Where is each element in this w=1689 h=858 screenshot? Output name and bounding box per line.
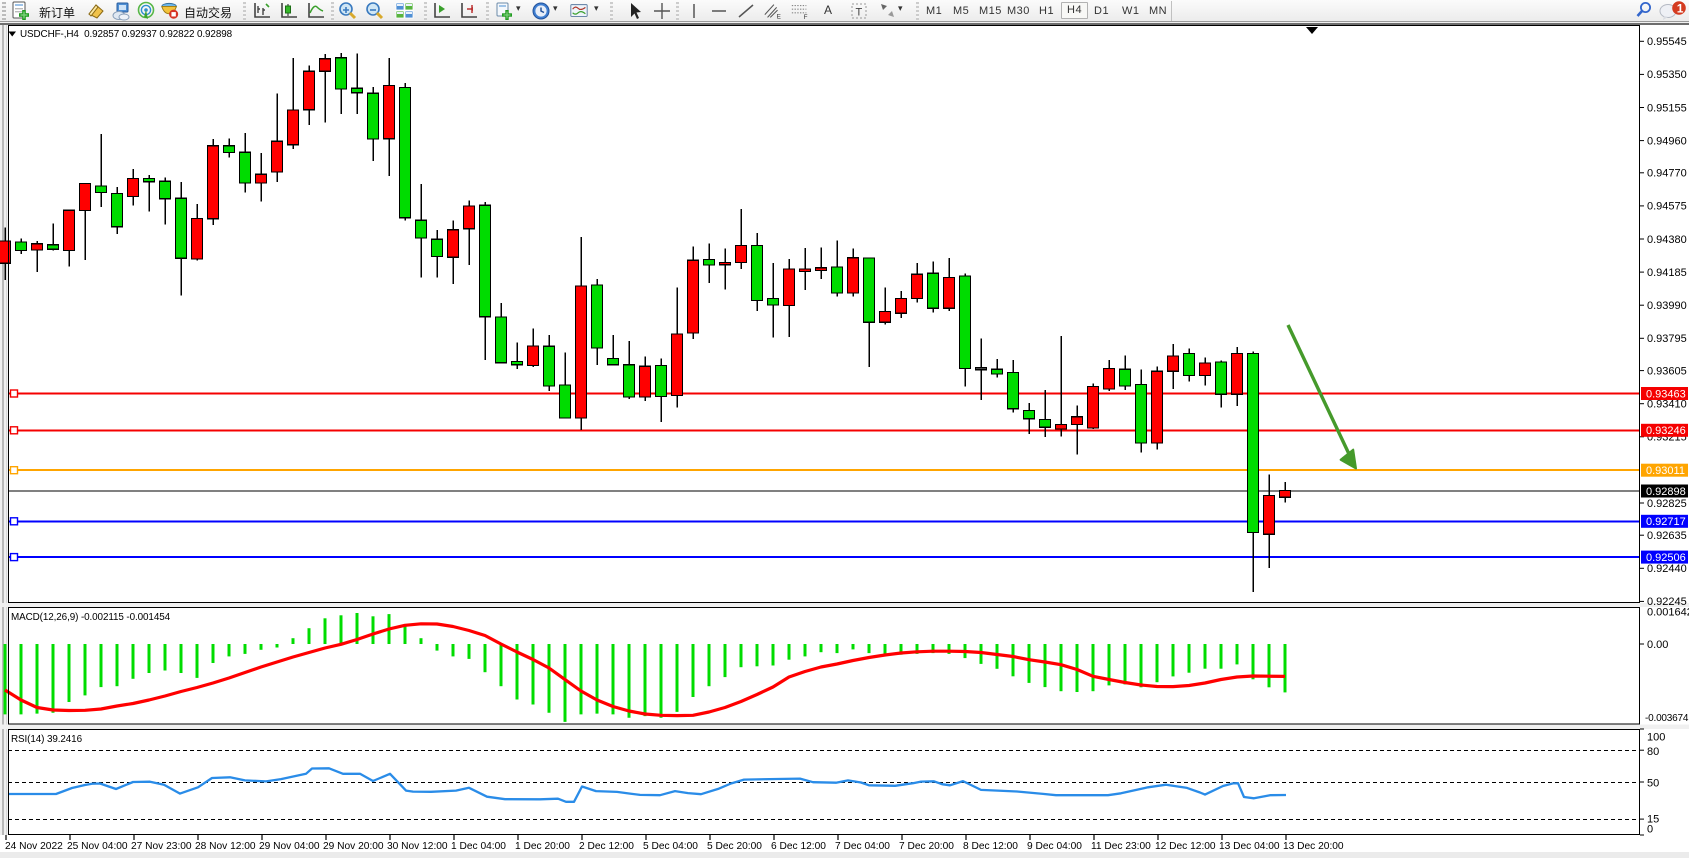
svg-text:0.93011: 0.93011 (1646, 465, 1685, 477)
svg-text:0.94185: 0.94185 (1647, 267, 1687, 279)
svg-text:29 Nov 20:00: 29 Nov 20:00 (323, 841, 384, 852)
svg-text:8 Dec 12:00: 8 Dec 12:00 (963, 841, 1018, 852)
svg-text:30 Nov 12:00: 30 Nov 12:00 (387, 841, 448, 852)
svg-text:0.94380: 0.94380 (1647, 234, 1687, 246)
svg-text:0.95545: 0.95545 (1647, 36, 1687, 48)
svg-text:6 Dec 12:00: 6 Dec 12:00 (771, 841, 826, 852)
svg-text:0.94960: 0.94960 (1647, 135, 1687, 147)
svg-text:7 Dec 04:00: 7 Dec 04:00 (835, 841, 890, 852)
svg-text:29 Nov 04:00: 29 Nov 04:00 (259, 841, 320, 852)
svg-text:0.92440: 0.92440 (1647, 563, 1687, 575)
svg-text:0.95350: 0.95350 (1647, 69, 1687, 81)
svg-text:0.93246: 0.93246 (1646, 425, 1686, 437)
svg-text:0.92898: 0.92898 (1646, 486, 1686, 498)
svg-text:50: 50 (1647, 777, 1659, 789)
svg-text:24 Nov 2022: 24 Nov 2022 (5, 841, 63, 852)
svg-text:0.92717: 0.92717 (1646, 516, 1686, 528)
svg-text:25 Nov 04:00: 25 Nov 04:00 (67, 841, 128, 852)
svg-text:27 Nov 23:00: 27 Nov 23:00 (131, 841, 192, 852)
svg-text:-0.003674: -0.003674 (1645, 713, 1689, 724)
svg-text:0.93795: 0.93795 (1647, 333, 1687, 345)
svg-text:28 Nov 12:00: 28 Nov 12:00 (195, 841, 256, 852)
svg-text:13 Dec 20:00: 13 Dec 20:00 (1283, 841, 1344, 852)
svg-text:5 Dec 04:00: 5 Dec 04:00 (643, 841, 698, 852)
svg-text:13 Dec 04:00: 13 Dec 04:00 (1219, 841, 1280, 852)
svg-text:E: E (777, 13, 781, 20)
svg-text:100: 100 (1647, 732, 1665, 744)
svg-text:0.94575: 0.94575 (1647, 201, 1687, 213)
svg-text:80: 80 (1647, 746, 1659, 758)
svg-text:F: F (804, 14, 808, 21)
svg-text:1 Dec 20:00: 1 Dec 20:00 (515, 841, 570, 852)
svg-text:0.92635: 0.92635 (1647, 530, 1687, 542)
svg-text:2 Dec 12:00: 2 Dec 12:00 (579, 841, 634, 852)
svg-text:0.95155: 0.95155 (1647, 102, 1687, 114)
svg-text:0.92506: 0.92506 (1646, 552, 1686, 564)
svg-text:7 Dec 20:00: 7 Dec 20:00 (899, 841, 954, 852)
svg-text:MACD(12,26,9) -0.002115 -0.001: MACD(12,26,9) -0.002115 -0.001454 (11, 612, 171, 623)
svg-text:0.93990: 0.93990 (1647, 300, 1687, 312)
svg-text:15: 15 (1647, 813, 1659, 825)
svg-text:0.92245: 0.92245 (1647, 596, 1687, 608)
svg-text:9 Dec 04:00: 9 Dec 04:00 (1027, 841, 1082, 852)
svg-text:11 Dec 23:00: 11 Dec 23:00 (1091, 841, 1151, 852)
svg-text:5 Dec 20:00: 5 Dec 20:00 (707, 841, 762, 852)
svg-text:T: T (856, 7, 863, 19)
svg-text:0.001642: 0.001642 (1647, 607, 1689, 619)
svg-text:0.93410: 0.93410 (1647, 399, 1687, 411)
svg-text:0.93463: 0.93463 (1646, 388, 1686, 400)
svg-text:RSI(14) 39.2416: RSI(14) 39.2416 (11, 734, 83, 745)
svg-text:USDCHF-,H4 0.92857 0.92937 0.: USDCHF-,H4 0.92857 0.92937 0.92822 0.928… (20, 29, 233, 40)
svg-text:1: 1 (1677, 2, 1684, 16)
svg-text:0.00: 0.00 (1647, 639, 1668, 651)
svg-text:0.94770: 0.94770 (1647, 168, 1687, 180)
svg-text:12 Dec 12:00: 12 Dec 12:00 (1155, 841, 1216, 852)
svg-text:0.93605: 0.93605 (1647, 365, 1687, 377)
svg-text:1 Dec 04:00: 1 Dec 04:00 (451, 841, 506, 852)
svg-text:0.92825: 0.92825 (1647, 498, 1687, 510)
svg-text:0: 0 (1647, 823, 1653, 835)
